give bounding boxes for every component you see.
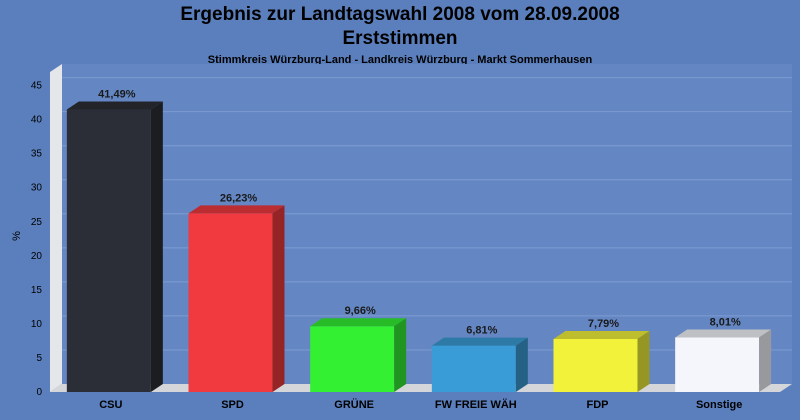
y-tick-label: 35	[31, 149, 43, 160]
bar	[675, 329, 772, 392]
bar-front	[310, 326, 395, 392]
y-tick-label: 25	[31, 217, 43, 228]
chart-subtitle: Stimmkreis Würzburg-Land - Landkreis Wür…	[207, 54, 593, 66]
bar	[431, 337, 528, 392]
bar-side	[150, 101, 163, 392]
x-tick-label: FW FREIE WÄH	[435, 398, 517, 411]
data-label: 7,79%	[588, 318, 619, 330]
data-label: 26,23%	[220, 192, 258, 204]
bar-front	[188, 213, 273, 392]
x-tick-label: CSU	[99, 399, 122, 411]
data-label: 8,01%	[710, 316, 741, 328]
bar-front	[553, 338, 638, 392]
chart-title-line2: Erststimmen	[342, 28, 458, 49]
y-tick-label: 40	[31, 115, 43, 126]
bar-top	[431, 337, 528, 346]
x-tick-label: FDP	[587, 399, 609, 411]
data-label: 6,81%	[466, 325, 497, 337]
plot-side-wall	[50, 64, 62, 392]
bar	[188, 205, 285, 392]
bar	[310, 318, 407, 392]
bar-side	[637, 330, 650, 392]
y-tick-label: 30	[31, 183, 43, 194]
bar-top	[675, 329, 772, 338]
y-tick-label: 45	[31, 81, 43, 92]
bar-top	[553, 330, 650, 339]
bar-side	[515, 337, 528, 392]
y-tick-label: 0	[36, 387, 42, 398]
y-tick-label: 15	[31, 285, 43, 296]
bar-side	[272, 205, 285, 392]
x-tick-label: SPD	[221, 399, 244, 411]
x-tick-label: GRÜNE	[334, 398, 374, 411]
bar-front	[66, 109, 151, 392]
y-tick-label: 5	[36, 353, 42, 364]
data-label: 41,49%	[98, 89, 136, 101]
bar-side	[394, 318, 407, 392]
bar	[66, 101, 163, 392]
bar-side	[759, 329, 772, 392]
bar-front	[675, 337, 760, 392]
bar-top	[310, 318, 407, 327]
y-tick-label: 20	[31, 251, 43, 262]
y-tick-label: 10	[31, 319, 43, 330]
bar-top	[66, 101, 163, 110]
y-axis-label: %	[11, 231, 23, 241]
chart-title: Ergebnis zur Landtagswahl 2008 vom 28.09…	[180, 4, 620, 25]
bar	[553, 330, 650, 392]
bar-front	[431, 345, 516, 392]
bar-top	[188, 205, 285, 214]
x-tick-label: Sonstige	[696, 399, 742, 411]
data-label: 9,66%	[345, 305, 376, 317]
